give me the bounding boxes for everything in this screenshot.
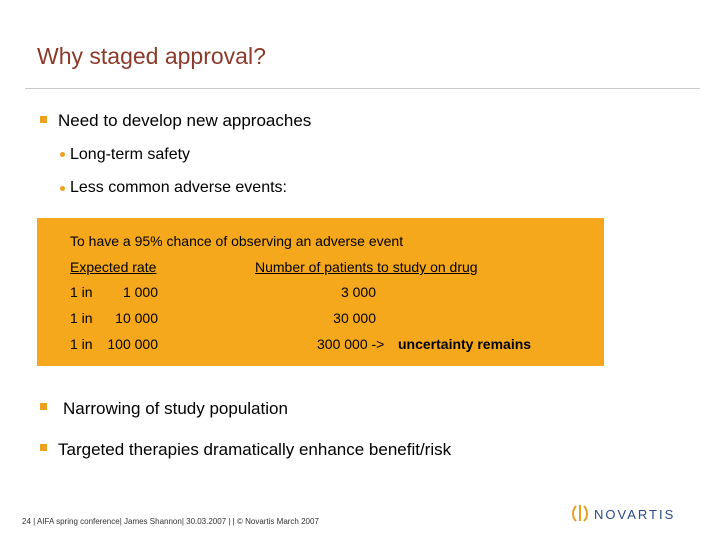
bullet: Narrowing of study population	[63, 399, 288, 418]
title-rule	[25, 88, 700, 89]
logo: NOVARTIS	[594, 507, 676, 522]
rate: 10 000	[115, 310, 158, 326]
logo-icon	[572, 504, 588, 522]
sub-bullet: Long-term safety	[70, 146, 191, 163]
footer: 24 | AIFA spring conference| James Shann…	[22, 517, 319, 526]
rate: 1 000	[122, 284, 158, 300]
column-header: Expected rate	[70, 259, 157, 275]
sub-bullet: Less common adverse events:	[70, 179, 287, 196]
bullet-marker	[40, 444, 47, 451]
patients: 30 000	[333, 310, 376, 326]
patients: 3 000	[340, 284, 376, 300]
bullet-marker	[40, 403, 47, 410]
highlight-box	[37, 218, 604, 366]
patients: 300 000 ->	[317, 336, 385, 352]
column-header: Number of patients to study on drug	[255, 259, 478, 275]
sub-bullet-marker	[60, 152, 65, 157]
bullet-marker	[40, 116, 47, 123]
rate: 100 000	[107, 336, 158, 352]
box-caption: To have a 95% chance of observing an adv…	[70, 233, 404, 249]
bullet: Need to develop new approaches	[58, 111, 312, 130]
sub-bullet-marker	[60, 186, 65, 191]
rate-prefix: 1 in	[70, 336, 93, 352]
bullet: Targeted therapies dramatically enhance …	[58, 440, 452, 459]
title: Why staged approval?	[37, 43, 266, 69]
rate-prefix: 1 in	[70, 284, 93, 300]
note: uncertainty remains	[398, 336, 532, 352]
rate-prefix: 1 in	[70, 310, 93, 326]
